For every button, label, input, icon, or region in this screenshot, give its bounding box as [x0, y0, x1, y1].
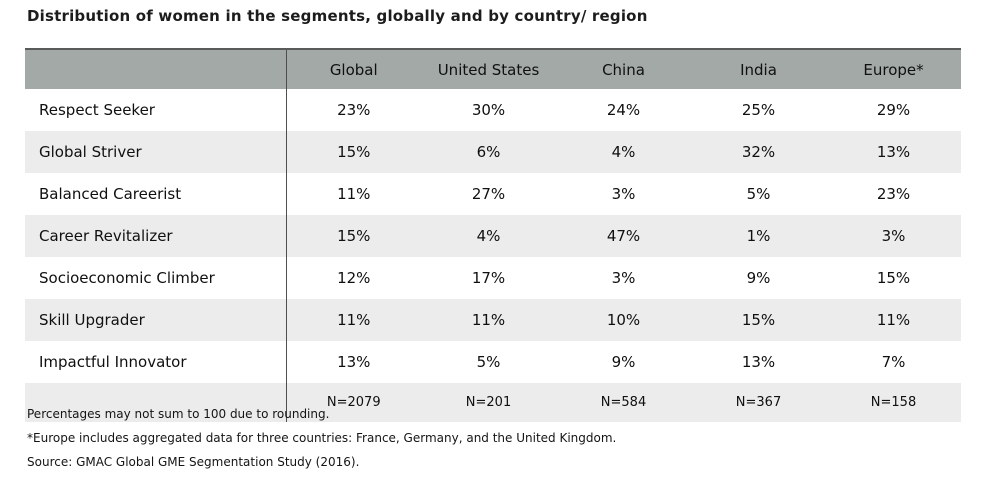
cell: 47%	[556, 215, 691, 257]
cell: 13%	[285, 341, 421, 383]
cell: 11%	[826, 299, 961, 341]
row-label: Impactful Innovator	[25, 341, 286, 383]
cell: 3%	[826, 215, 961, 257]
cell: 3%	[556, 257, 691, 299]
column-header-india: India	[691, 48, 826, 89]
table-row: Global Striver 15% 6% 4% 32% 13%	[25, 131, 961, 173]
table-row: Socioeconomic Climber 12% 17% 3% 9% 15%	[25, 257, 961, 299]
cell: N=158	[826, 383, 961, 422]
row-label: Global Striver	[25, 131, 286, 173]
cell: 27%	[421, 173, 556, 215]
column-header-global: Global	[285, 48, 421, 89]
cell: 5%	[691, 173, 826, 215]
table-row: Respect Seeker 23% 30% 24% 25% 29%	[25, 89, 961, 131]
column-header-china: China	[556, 48, 691, 89]
footnotes: Percentages may not sum to 100 due to ro…	[27, 407, 616, 479]
cell: 25%	[691, 89, 826, 131]
column-header-united-states: United States	[421, 48, 556, 89]
cell: 30%	[421, 89, 556, 131]
cell: 15%	[285, 215, 421, 257]
cell: 1%	[691, 215, 826, 257]
cell: 9%	[691, 257, 826, 299]
cell: 23%	[285, 89, 421, 131]
footnote-source: Source: GMAC Global GME Segmentation Stu…	[27, 455, 360, 469]
row-label	[25, 383, 286, 422]
table-row: Balanced Careerist 11% 27% 3% 5% 23%	[25, 173, 961, 215]
row-label: Respect Seeker	[25, 89, 286, 131]
cell: 9%	[556, 341, 691, 383]
cell: 23%	[826, 173, 961, 215]
footnote-rounding: Percentages may not sum to 100 due to ro…	[27, 407, 330, 421]
page-title: Distribution of women in the segments, g…	[27, 7, 648, 25]
cell: 15%	[691, 299, 826, 341]
table-row: Skill Upgrader 11% 11% 10% 15% 11%	[25, 299, 961, 341]
segments-table: Global United States China India Europe*…	[25, 48, 961, 422]
cell: 32%	[691, 131, 826, 173]
column-header-europe: Europe*	[826, 48, 961, 89]
row-label: Career Revitalizer	[25, 215, 286, 257]
cell: 13%	[691, 341, 826, 383]
cell: 15%	[285, 131, 421, 173]
table-row: Career Revitalizer 15% 4% 47% 1% 3%	[25, 215, 961, 257]
cell: 15%	[826, 257, 961, 299]
cell: 4%	[421, 215, 556, 257]
cell: N=201	[421, 383, 556, 422]
row-label: Skill Upgrader	[25, 299, 286, 341]
table-row: Impactful Innovator 13% 5% 9% 13% 7%	[25, 341, 961, 383]
row-label: Socioeconomic Climber	[25, 257, 286, 299]
cell: N=367	[691, 383, 826, 422]
cell: 6%	[421, 131, 556, 173]
cell: 5%	[421, 341, 556, 383]
cell: 17%	[421, 257, 556, 299]
cell: 11%	[285, 299, 421, 341]
row-label: Balanced Careerist	[25, 173, 286, 215]
cell: 13%	[826, 131, 961, 173]
cell: 11%	[421, 299, 556, 341]
footnote-europe: *Europe includes aggregated data for thr…	[27, 431, 617, 445]
header-row: Global United States China India Europe*	[25, 48, 961, 89]
cell: 11%	[285, 173, 421, 215]
cell: N=2079	[285, 383, 421, 422]
sample-size-row: N=2079 N=201 N=584 N=367 N=158	[25, 383, 961, 422]
cell: 4%	[556, 131, 691, 173]
cell: N=584	[556, 383, 691, 422]
cell: 7%	[826, 341, 961, 383]
header-empty-cell	[25, 48, 286, 89]
cell: 12%	[285, 257, 421, 299]
cell: 10%	[556, 299, 691, 341]
cell: 3%	[556, 173, 691, 215]
cell: 24%	[556, 89, 691, 131]
cell: 29%	[826, 89, 961, 131]
